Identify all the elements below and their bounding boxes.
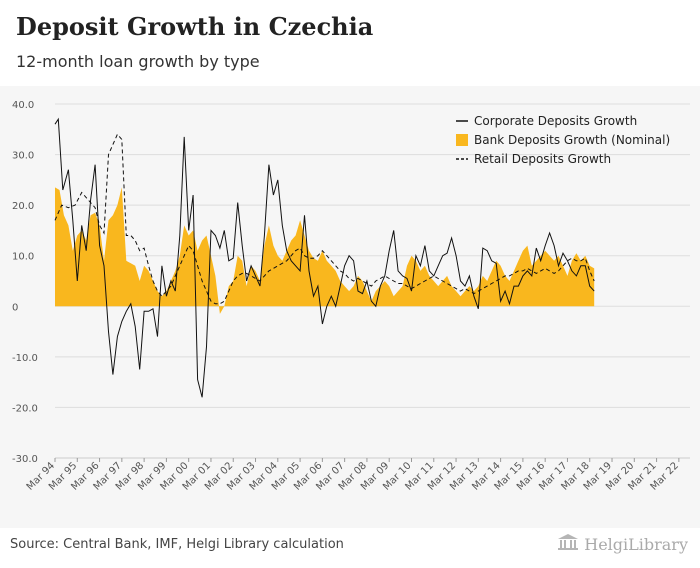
y-tick-label: -30.0 [12, 454, 38, 465]
series-lines-layer [54, 117, 595, 398]
bank-deposits-area [55, 187, 595, 314]
y-tick-label: -10.0 [12, 353, 38, 364]
legend-swatch-bank [456, 134, 468, 146]
legend-label: Retail Deposits Growth [474, 152, 611, 166]
y-tick-label: 0 [12, 302, 18, 313]
y-tick-label: 40.0 [12, 100, 34, 111]
y-tick-label: 20.0 [12, 201, 34, 212]
chart-title: Deposit Growth in Czechia [16, 12, 374, 41]
chart-legend: Corporate Deposits Growth Bank Deposits G… [456, 114, 670, 166]
source-note: Source: Central Bank, IMF, Helgi Library… [10, 537, 344, 552]
chart-footer: Source: Central Bank, IMF, Helgi Library… [0, 528, 700, 568]
y-tick-label: -20.0 [12, 403, 38, 414]
chart-subtitle: 12-month loan growth by type [16, 52, 260, 71]
library-building-icon [557, 533, 579, 556]
logo-text: HelgiLibrary [584, 535, 688, 554]
y-tick-label: 30.0 [12, 151, 34, 162]
corporate-deposits-line [54, 117, 595, 398]
legend-label: Corporate Deposits Growth [474, 114, 637, 128]
chart-header: Deposit Growth in Czechia 12-month loan … [0, 0, 700, 86]
plot-background [0, 86, 700, 528]
y-tick-label: 10.0 [12, 252, 34, 263]
retail-deposits-line [54, 133, 595, 305]
legend-label: Bank Deposits Growth (Nominal) [474, 133, 670, 147]
bank-deposits-area-layer [55, 187, 595, 314]
helgi-library-logo[interactable]: HelgiLibrary [557, 533, 688, 556]
